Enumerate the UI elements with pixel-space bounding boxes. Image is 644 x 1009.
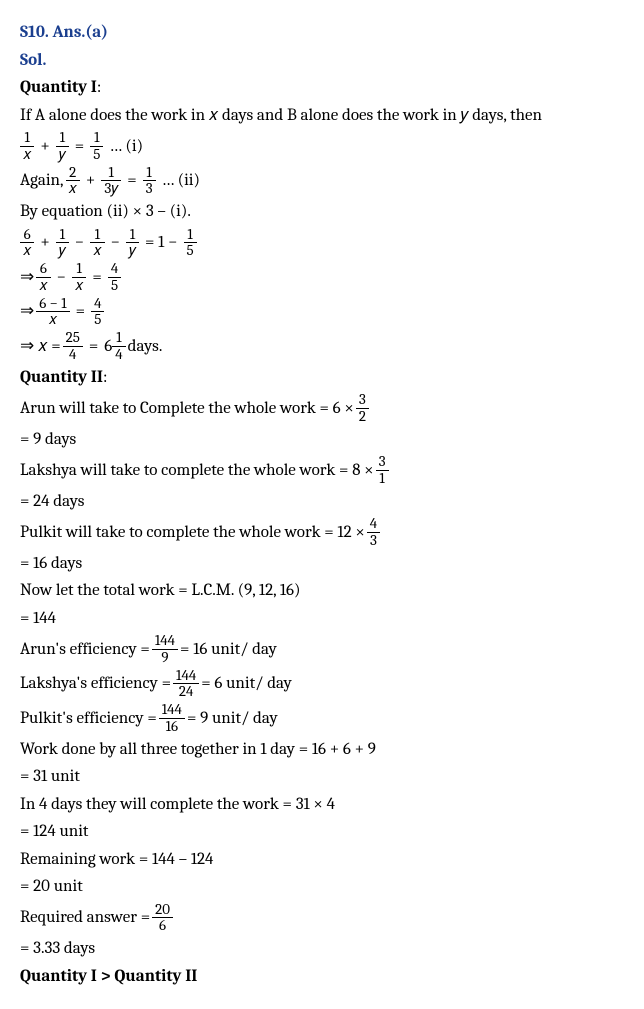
q1-step3: ⇒ 6 − 1𝑥 = 45 — [20, 296, 624, 329]
q2-pul-res: = 16 days — [20, 551, 624, 577]
q2-pul-eff: Pulkit's efficiency = 14416 = 9 unit/ da… — [20, 702, 624, 735]
conclusion: Quantity I > Quantity II — [20, 964, 624, 990]
quantity2-title: Quantity II — [20, 368, 103, 387]
q2-arun-eff: Arun's efficiency = 1449 = 16 unit/ day — [20, 633, 624, 666]
q2-lcm2: = 144 — [20, 606, 624, 632]
q2-lak-res: = 24 days — [20, 489, 624, 515]
q1-byeq: By equation (ii) × 3 – (i). — [20, 199, 624, 225]
q1-step2: ⇒ 6𝑥 − 1𝑥 = 45 — [20, 261, 624, 294]
q2-req: Required answer = 206 — [20, 902, 624, 935]
q2-arun: Arun will take to Complete the whole wor… — [20, 392, 624, 425]
q2-in4-2: = 124 unit — [20, 819, 624, 845]
q1-result: ⇒ 𝑥 = 254 = 6 14 days. — [20, 330, 624, 363]
q2-lak: Lakshya will take to complete the whole … — [20, 454, 624, 487]
q2-pul: Pulkit will take to complete the whole w… — [20, 516, 624, 549]
q2-wd2: = 31 unit — [20, 764, 624, 790]
q2-rem2: = 20 unit — [20, 874, 624, 900]
q1-eq2: Again, 2𝑥 + 13𝑦 = 13 … (ii) — [20, 165, 624, 198]
q1-eq1: 1𝑥 + 1𝑦 = 15 … (i) — [20, 130, 624, 163]
q1-intro: If A alone does the work in 𝑥 days and B… — [20, 103, 624, 129]
quantity1-title: Quantity I — [20, 78, 97, 97]
q1-expand: 6𝑥 + 1𝑦 − 1𝑥 − 1𝑦 = 1 − 15 — [20, 227, 624, 260]
q2-rem1: Remaining work = 144 – 124 — [20, 847, 624, 873]
q2-arun-res: = 9 days — [20, 427, 624, 453]
question-number: S10. Ans.(a) — [20, 20, 624, 46]
q2-wd1: Work done by all three together in 1 day… — [20, 737, 624, 763]
q2-lcm1: Now let the total work = L.C.M. (9, 12, … — [20, 578, 624, 604]
q2-req-res: = 3.33 days — [20, 936, 624, 962]
q2-in4-1: In 4 days they will complete the work = … — [20, 792, 624, 818]
q2-lak-eff: Lakshya's efficiency = 14424 = 6 unit/ d… — [20, 668, 624, 701]
solution-label: Sol. — [20, 48, 624, 74]
